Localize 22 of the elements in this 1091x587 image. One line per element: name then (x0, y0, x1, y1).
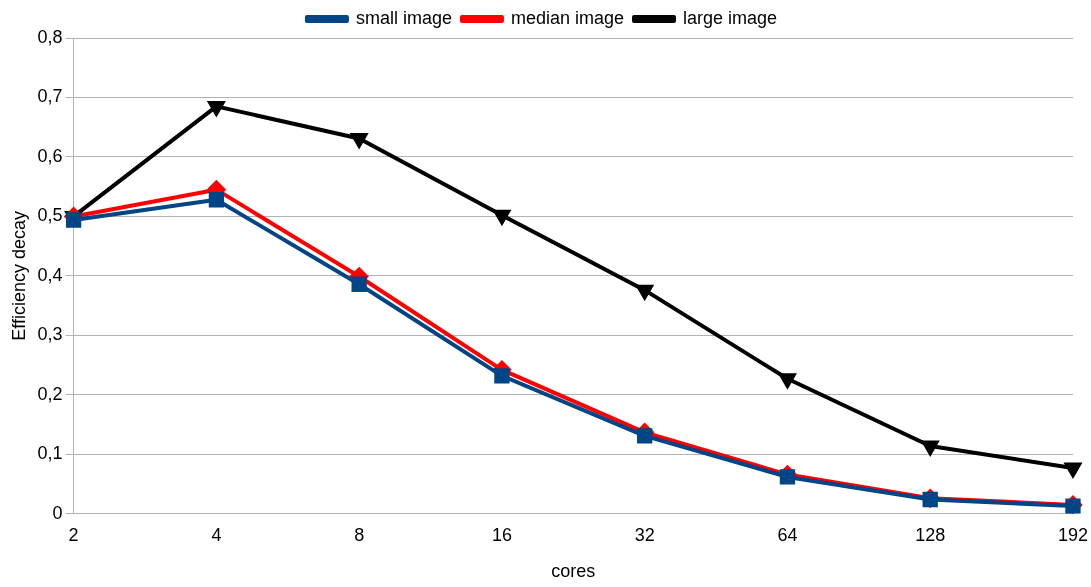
x-tick-label: 128 (915, 524, 946, 545)
x-tick-label: 64 (777, 524, 798, 545)
y-tick-label: 0,5 (37, 205, 63, 226)
y-tick-label: 0,2 (37, 383, 63, 404)
legend-label: large image (683, 7, 778, 28)
x-tick-label: 32 (634, 524, 655, 545)
y-tick-label: 0,3 (37, 324, 63, 345)
y-tick-label: 0 (52, 502, 63, 523)
y-tick-label: 0,7 (37, 86, 63, 107)
y-tick-label: 0,4 (37, 264, 63, 285)
y-tick-label: 0,6 (37, 145, 63, 166)
x-axis-title: cores (551, 561, 596, 582)
y-tick-label: 0,8 (37, 26, 63, 47)
legend-label: median image (510, 7, 625, 28)
x-tick-label: 2 (68, 524, 79, 545)
x-tick-label: 8 (354, 524, 365, 545)
x-tick-label: 16 (491, 524, 512, 545)
x-tick-label: 192 (1057, 524, 1089, 545)
x-tick-label: 4 (211, 524, 222, 545)
y-axis-title: Efficiency decay (8, 211, 29, 341)
legend-label: small image (355, 7, 452, 28)
y-tick-label: 0,1 (37, 443, 63, 464)
